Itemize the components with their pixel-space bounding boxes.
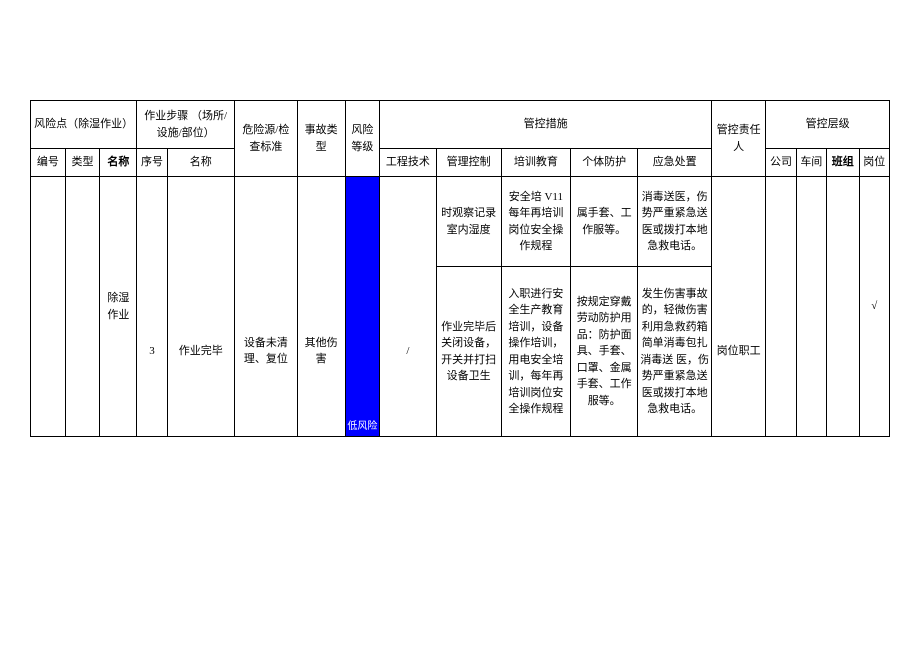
cell-risk-level: 低风险 (345, 177, 380, 437)
cell-eng-0 (380, 177, 436, 267)
cell-train-1: 入职进行安全生产教育培训，设备操作培训，用电安全培训，每年再培训岗位安全操作规程 (501, 267, 570, 437)
cell-seq-1: 3 (137, 267, 167, 437)
sub-training: 培训教育 (501, 149, 570, 177)
cell-hazard-0 (234, 177, 297, 267)
hdr-responsible: 管控责任人 (712, 101, 766, 177)
cell-number (31, 177, 66, 437)
sub-type: 类型 (65, 149, 100, 177)
sub-emergency: 应急处置 (638, 149, 712, 177)
sub-workshop: 车间 (796, 149, 826, 177)
hdr-control-measures: 管控措施 (380, 101, 712, 149)
cell-name: 除湿作业 (100, 177, 137, 437)
cell-stepname-0 (167, 177, 234, 267)
cell-emerg-1: 发生伤害事故的，轻微伤害利用急救药箱简单消毒包扎消毒送 医，伤势严重紧急送医或拨… (638, 267, 712, 437)
hdr-hazard: 危险源/检查标准 (234, 101, 297, 177)
cell-resp-0 (712, 177, 766, 267)
page-container: 风险点（除湿作业） 作业步骤 （场所/设施/部位） 危险源/检查标准 事故类型 … (0, 0, 920, 651)
cell-resp-1: 岗位职工 (712, 267, 766, 437)
cell-accident-0 (297, 177, 345, 267)
cell-team (827, 177, 860, 437)
sub-management: 管理控制 (436, 149, 501, 177)
risk-level-text: 低风险 (346, 419, 380, 434)
cell-mgmt-1: 作业完毕后关闭设备，开关并打扫设备卫生 (436, 267, 501, 437)
cell-train-0: 安全培 V11 每年再培训岗位安全操作规程 (501, 177, 570, 267)
sub-seq: 序号 (137, 149, 167, 177)
cell-mgmt-0: 时观察记录室内湿度 (436, 177, 501, 267)
cell-ppe-1: 按规定穿戴劳动防护用品：防护面具、手套、口罩、金属手套、工作服等。 (571, 267, 638, 437)
cell-accident-1: 其他伤害 (297, 267, 345, 437)
sub-team: 班组 (827, 149, 860, 177)
sub-position: 岗位 (859, 149, 889, 177)
sub-ppe: 个体防护 (571, 149, 638, 177)
cell-emerg-0: 消毒送医，伤势严重紧急送医或拨打本地急救电话。 (638, 177, 712, 267)
risk-table: 风险点（除湿作业） 作业步骤 （场所/设施/部位） 危险源/检查标准 事故类型 … (30, 100, 890, 437)
sub-number: 编号 (31, 149, 66, 177)
hdr-risk-level: 风险等级 (345, 101, 380, 177)
cell-ppe-0: 属手套、工作服等。 (571, 177, 638, 267)
table-row: 除湿作业 低风险 时观察记录室内湿度 安全培 V11 每年再培训岗位安全操作规程… (31, 177, 890, 267)
cell-seq-0 (137, 177, 167, 267)
hdr-control-level: 管控层级 (766, 101, 890, 149)
sub-name: 名称 (100, 149, 137, 177)
cell-eng-1: / (380, 267, 436, 437)
cell-stepname-1: 作业完毕 (167, 267, 234, 437)
cell-company (766, 177, 796, 437)
hdr-work-steps: 作业步骤 （场所/设施/部位） (137, 101, 235, 149)
sub-engineering: 工程技术 (380, 149, 436, 177)
table-row: 3 作业完毕 设备未清理、复位 其他伤害 / 作业完毕后关闭设备，开关并打扫设备… (31, 267, 890, 437)
cell-workshop (796, 177, 826, 437)
header-row-1: 风险点（除湿作业） 作业步骤 （场所/设施/部位） 危险源/检查标准 事故类型 … (31, 101, 890, 149)
sub-step-name: 名称 (167, 149, 234, 177)
cell-type (65, 177, 100, 437)
hdr-accident-type: 事故类型 (297, 101, 345, 177)
sub-company: 公司 (766, 149, 796, 177)
hdr-risk-point: 风险点（除湿作业） (31, 101, 137, 149)
cell-position: √ (859, 177, 889, 437)
cell-hazard-1: 设备未清理、复位 (234, 267, 297, 437)
